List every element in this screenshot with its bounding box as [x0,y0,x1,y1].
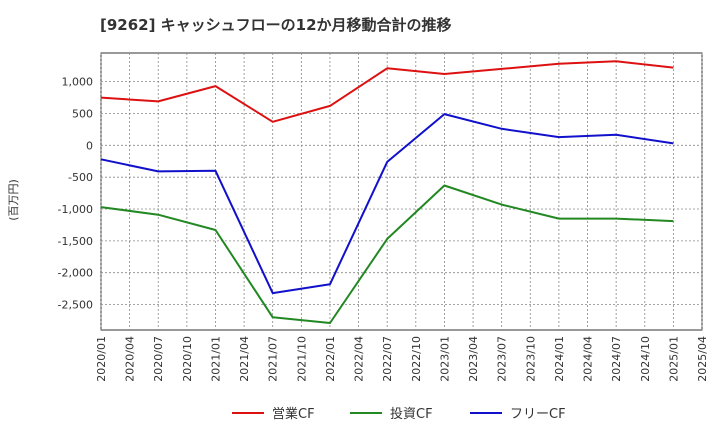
x-tick-label: 2021/01 [209,336,222,382]
series-line-投資CF [100,184,674,324]
x-tick-label: 2023/04 [467,336,480,382]
x-tick-label: 2024/10 [639,336,652,382]
y-tick-label: -500 [68,171,93,184]
x-tick-label: 2021/07 [267,336,280,382]
y-tick-label: 0 [86,139,93,152]
y-tick-label: -1,000 [58,203,93,216]
series-lines [100,60,674,324]
x-tick-label: 2024/01 [553,336,566,382]
y-axis-label: (百万円) [7,179,20,221]
x-tick-label: 2023/01 [438,336,451,382]
x-tick-label: 2022/01 [324,336,337,382]
x-tick-label: 2021/10 [295,336,308,382]
legend-label: フリーCF [510,407,566,422]
chart-title: [9262] キャッシュフローの12か月移動合計の推移 [100,16,452,34]
legend: 営業CF 投資CF フリーCF [232,406,566,422]
x-tick-label: 2022/04 [353,336,366,382]
y-axis-ticks: 1,000 500 0 -500 -1,000 -1,500 -2,000 -2,500 [58,76,93,312]
x-tick-label: 2023/07 [496,336,509,382]
x-tick-label: 2025/01 [667,336,680,382]
series-line-営業CF [100,60,674,123]
series-line-フリーCF [100,113,674,295]
x-axis-ticks: 2020/01 2020/04 2020/07 2020/10 2021/01 2021/… [95,336,709,382]
x-tick-label: 2025/04 [696,336,709,382]
grid-lines [100,53,703,330]
x-tick-label: 2023/10 [524,336,537,382]
x-tick-label: 2020/07 [152,336,165,382]
plot-area [100,52,703,331]
legend-label: 営業CF [272,406,315,422]
x-tick-label: 2024/04 [582,336,595,382]
x-tick-label: 2022/10 [410,336,423,382]
x-tick-label: 2020/04 [124,336,137,382]
x-tick-label: 2020/10 [181,336,194,382]
y-tick-label: 500 [72,107,93,120]
y-tick-label: -2,500 [58,299,93,312]
y-tick-label: -1,500 [58,235,93,248]
x-tick-label: 2021/04 [238,336,251,382]
x-tick-label: 2022/07 [381,336,394,382]
x-tick-label: 2024/07 [610,336,623,382]
x-tick-label: 2020/01 [95,336,108,382]
y-tick-label: 1,000 [62,76,94,89]
y-tick-label: -2,000 [58,267,93,280]
legend-label: 投資CF [390,406,433,422]
